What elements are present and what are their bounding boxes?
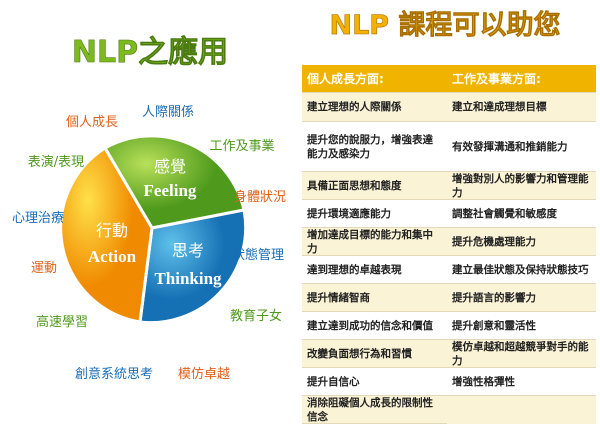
- application-label: 表演/表現: [28, 154, 84, 170]
- application-label: 個人成長: [66, 115, 118, 130]
- application-label: 身體狀況: [234, 189, 286, 205]
- segment-thinking: [138, 208, 248, 325]
- table-cell: 提升自信心: [302, 368, 447, 396]
- application-label: 心理治療: [12, 211, 64, 226]
- left-title: NLP之應用: [72, 35, 228, 70]
- table-cell: 具備正面思想和態度: [302, 172, 447, 200]
- segment-label: 思考: [172, 241, 204, 260]
- table-cell: 達到理想的卓越表現: [302, 256, 447, 284]
- application-label: 人際關係: [142, 105, 194, 120]
- table-cell: 改變負面想行為和習慣: [302, 340, 447, 368]
- segment-action: [59, 145, 154, 324]
- table-cell: 提升情緒智商: [302, 284, 447, 312]
- table-cell: 增強性格彈性: [447, 368, 596, 396]
- table-cell: 提升語言的影響力: [447, 284, 596, 312]
- right-title: NLP 課程可以助您: [330, 9, 561, 41]
- table-cell: 提升您的說服力，增強表達能力及感染力: [302, 122, 447, 172]
- table-cell: 增加達成目標的能力和集中力: [302, 228, 447, 256]
- application-label: 模仿卓越: [178, 367, 230, 382]
- segment-label: Action: [88, 247, 137, 266]
- table-cell: 提升危機處理能力: [447, 228, 596, 256]
- segment-label: Feeling: [144, 181, 197, 200]
- table-cell: 有效發揮溝通和推銷能力: [447, 122, 596, 172]
- segment-label: 感覺: [154, 157, 186, 176]
- empty-cell: [447, 396, 596, 424]
- application-label: 狀態管理: [232, 247, 284, 263]
- table-cell: 提升創意和靈活性: [447, 312, 596, 340]
- application-label: 運動: [31, 261, 57, 276]
- application-label: 創意系統思考: [75, 366, 153, 382]
- table-cell: 增強對別人的影響力和管理能力: [447, 172, 596, 200]
- table-cell: 建立最佳狀態及保持狀態技巧: [447, 256, 596, 284]
- segment-label: 行動: [96, 221, 128, 240]
- table-cell: 建立和達成理想目標: [447, 93, 596, 122]
- table-cell: 提升環境適應能力: [302, 200, 447, 228]
- segment-label: Thinking: [154, 269, 222, 288]
- header-cell: 工作及事業方面:: [447, 65, 596, 93]
- table-cell: 模仿卓越和超越競爭對手的能力: [447, 340, 596, 368]
- application-label: 高速學習: [36, 314, 88, 330]
- application-label: 工作及事業: [209, 138, 274, 154]
- table-cell: 調整社會觸覺和敏感度: [447, 200, 596, 228]
- table-cell: 建立理想的人際關係: [302, 93, 447, 122]
- table-cell: 消除阻礙個人成長的限制性信念: [302, 396, 447, 424]
- application-label: 教育子女: [230, 308, 282, 324]
- table-cell: 建立達到成功的信念和價值: [302, 312, 447, 340]
- header-cell: 個人成長方面:: [302, 65, 447, 93]
